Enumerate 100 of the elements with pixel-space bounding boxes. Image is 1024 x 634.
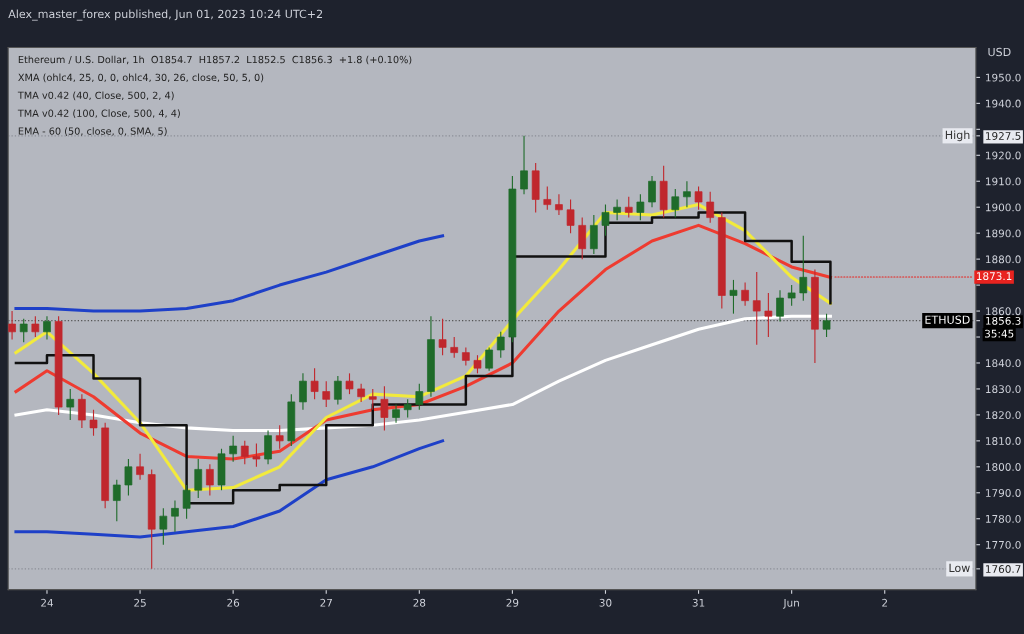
annotation: 1873.1 — [977, 272, 1012, 281]
x-tick-label: 27 — [320, 598, 332, 607]
candlestick — [694, 185, 703, 211]
candlestick — [438, 318, 447, 356]
candlestick — [171, 500, 179, 533]
candlestick — [31, 315, 40, 338]
candlestick — [520, 135, 528, 195]
candlestick — [706, 191, 715, 224]
annotation: XMA (ohlc4, 25, 0, 0, ohlc4, 30, 26, close, 50, 5, 0) — [18, 73, 264, 83]
candlestick — [578, 217, 587, 260]
y-tick-label: 1940.0 — [986, 99, 1021, 108]
text: 35:45 — [985, 329, 1014, 338]
candlestick — [264, 429, 272, 465]
candlestick — [194, 458, 203, 499]
candlestick — [473, 354, 482, 374]
candlestick — [66, 388, 75, 421]
candlestick — [159, 507, 168, 546]
x-tick-label: 24 — [41, 598, 54, 607]
candlestick — [299, 372, 307, 411]
candlestick — [729, 279, 738, 315]
candlestick — [89, 409, 98, 437]
chart-title: Ethereum / U.S. Dollar, 1h O1854.7 H1857.2 L1852.5 C1856.3 +1.8 (+0.10%) — [18, 55, 412, 65]
y-tick-label: 1920.0 — [986, 151, 1021, 160]
candlestick — [112, 479, 121, 522]
x-tick-label: 29 — [506, 598, 519, 607]
candlestick — [462, 346, 470, 367]
candlestick — [368, 388, 377, 411]
y-tick-label: 1950.0 — [986, 73, 1021, 82]
x-tick-label: 28 — [413, 598, 426, 607]
y-tick-label: 1800.0 — [986, 463, 1021, 471]
candlestick — [624, 196, 633, 219]
candlestick — [636, 193, 645, 221]
y-tick-label: 1856.3 — [986, 316, 1021, 325]
candlestick — [19, 318, 28, 343]
candlestick — [613, 198, 621, 221]
candlestick — [555, 193, 563, 216]
text: Alex_master_forex published, Jun 01, 2023 10:24 UTC+2 — [8, 9, 323, 21]
candlestick — [334, 375, 342, 406]
y-tick-label: 1770.0 — [986, 540, 1021, 549]
candlestick — [683, 180, 691, 208]
candlestick — [403, 398, 412, 419]
annotation: EMA - 60 (50, close, 0, SMA, 5) — [18, 127, 167, 136]
ref-line-label: Low — [949, 563, 970, 573]
candlestick — [124, 458, 133, 496]
candlestick — [566, 198, 575, 234]
candlestick — [450, 336, 459, 359]
candlestick — [741, 281, 749, 307]
candlestick — [787, 284, 796, 307]
candlestick — [357, 383, 365, 403]
y-tick-label: 1790.0 — [986, 489, 1021, 497]
annotation: TMA v0.42 (100, Close, 500, 4, 4) — [17, 109, 180, 119]
x-tick-label: 30 — [599, 598, 612, 607]
candlestick — [799, 235, 808, 302]
candlestick — [601, 204, 610, 237]
y-tick-label: 1900.0 — [986, 203, 1021, 212]
y-tick-label: 1910.0 — [986, 177, 1021, 186]
candlestick — [322, 380, 331, 408]
candlestick — [345, 372, 354, 395]
candlestick — [252, 442, 261, 468]
candlestick — [752, 271, 761, 346]
y-tick-label: 1927.5 — [986, 132, 1021, 140]
candlestick — [43, 315, 51, 341]
candlestick — [776, 289, 784, 322]
candlestick — [415, 383, 424, 411]
y-tick-label: 1830.0 — [986, 385, 1021, 394]
candlestick — [78, 393, 86, 429]
y-tick-label: 1840.0 — [986, 359, 1021, 368]
candlestick — [275, 424, 284, 450]
candlestick — [310, 367, 319, 400]
candlestick — [543, 185, 552, 211]
candlestick — [240, 440, 249, 465]
candlestick — [229, 435, 237, 463]
candlestick — [380, 385, 389, 432]
candlestick — [671, 188, 680, 219]
y-tick-label: 1810.0 — [986, 437, 1021, 445]
candlestick — [182, 484, 191, 520]
y-tick-label: 1880.0 — [986, 255, 1021, 264]
line-series — [14, 234, 445, 313]
candlestick — [590, 214, 598, 255]
x-tick-label: 26 — [227, 598, 240, 607]
candlestick — [648, 175, 656, 208]
candlestick — [485, 346, 493, 372]
candlestick — [8, 310, 16, 341]
candlestick — [136, 453, 144, 481]
y-tick-label: 1860.0 — [986, 307, 1021, 316]
y-tick-label: 1760.7 — [986, 565, 1021, 573]
y-tick-label: 1820.0 — [986, 411, 1021, 420]
y-tick-label: 1780.0 — [986, 514, 1021, 523]
candlestick — [764, 292, 773, 338]
x-tick-label: 31 — [692, 598, 705, 607]
candlestick — [206, 463, 214, 496]
y-tick-label: 1890.0 — [986, 229, 1021, 238]
ref-line-label: ETHUSD — [925, 315, 970, 324]
x-tick-label: 2 — [882, 598, 887, 607]
x-tick-label: Jun — [782, 598, 799, 609]
annotation: TMA v0.42 (40, Close, 500, 2, 4) — [17, 91, 174, 101]
candlestick — [392, 403, 400, 424]
line-series — [14, 439, 445, 539]
candlestick — [496, 331, 505, 359]
y-axis-title: USD — [988, 47, 1011, 57]
